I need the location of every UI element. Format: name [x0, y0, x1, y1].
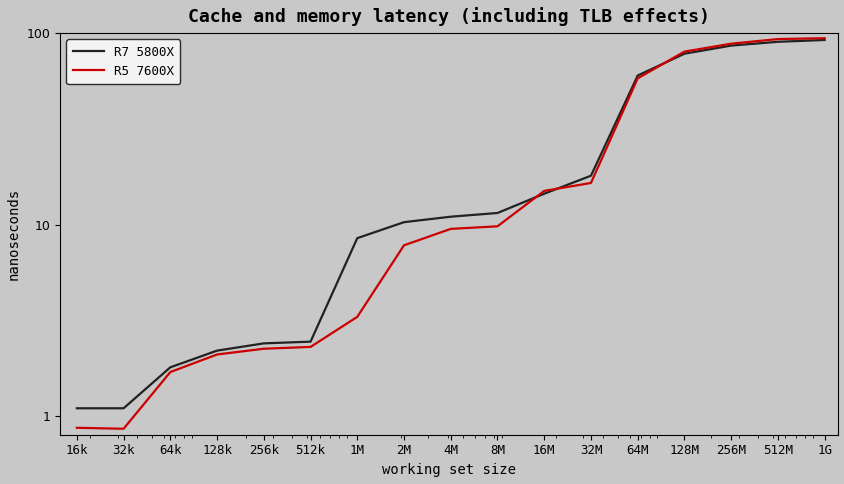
R7 5800X	[679, 51, 689, 57]
R5 7600X	[72, 425, 82, 431]
R5 7600X	[165, 369, 176, 375]
Title: Cache and memory latency (including TLB effects): Cache and memory latency (including TLB …	[188, 7, 709, 26]
R7 5800X	[305, 339, 315, 345]
R7 5800X	[492, 210, 502, 216]
R7 5800X	[165, 364, 176, 370]
X-axis label: working set size: working set size	[381, 463, 516, 477]
R7 5800X	[445, 214, 455, 220]
R7 5800X	[819, 37, 829, 43]
R7 5800X	[398, 219, 408, 225]
R7 5800X	[772, 39, 782, 45]
R5 7600X	[679, 49, 689, 55]
R5 7600X	[352, 314, 362, 320]
R7 5800X	[212, 348, 222, 353]
Line: R7 5800X: R7 5800X	[77, 40, 824, 408]
R7 5800X	[258, 340, 268, 346]
R5 7600X	[725, 41, 735, 46]
R5 7600X	[492, 224, 502, 229]
R7 5800X	[632, 73, 642, 78]
R7 5800X	[725, 43, 735, 48]
R7 5800X	[585, 173, 595, 179]
R5 7600X	[772, 36, 782, 42]
R5 7600X	[118, 426, 128, 432]
R5 7600X	[538, 188, 549, 194]
Legend: R7 5800X, R5 7600X: R7 5800X, R5 7600X	[67, 39, 180, 84]
R7 5800X	[72, 406, 82, 411]
R5 7600X	[305, 344, 315, 350]
R7 5800X	[118, 406, 128, 411]
R5 7600X	[585, 180, 595, 186]
Line: R5 7600X: R5 7600X	[77, 38, 824, 429]
Y-axis label: nanoseconds: nanoseconds	[7, 188, 21, 280]
R7 5800X	[352, 235, 362, 241]
R5 7600X	[212, 351, 222, 357]
R5 7600X	[445, 226, 455, 232]
R5 7600X	[819, 35, 829, 41]
R5 7600X	[398, 242, 408, 248]
R5 7600X	[258, 346, 268, 352]
R5 7600X	[632, 76, 642, 81]
R7 5800X	[538, 191, 549, 197]
